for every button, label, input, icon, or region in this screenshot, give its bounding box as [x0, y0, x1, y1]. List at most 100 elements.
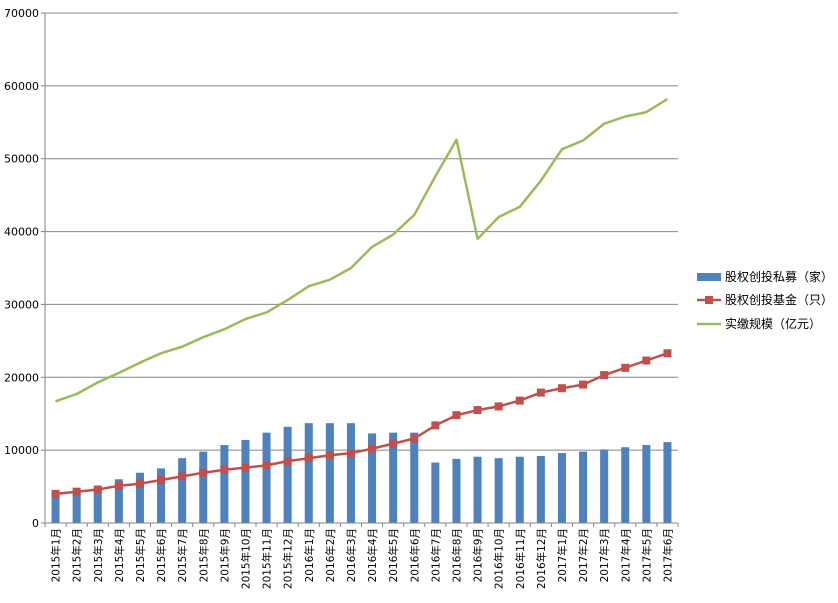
- bar: [515, 456, 524, 523]
- bar: [494, 458, 503, 523]
- line-marker: [368, 444, 377, 453]
- line-marker: [93, 485, 102, 494]
- x-tick-label: 2016年12月: [535, 528, 548, 589]
- x-tick-label: 2016年2月: [324, 528, 337, 582]
- x-tick-label: 2016年1月: [303, 528, 316, 582]
- x-tick-label: 2015年4月: [113, 528, 126, 582]
- bar: [346, 423, 355, 523]
- bar: [600, 449, 609, 523]
- legend-label: 实缴规模（亿元）: [725, 316, 821, 331]
- line-marker: [600, 371, 609, 380]
- bar: [557, 453, 566, 523]
- x-tick-label: 2017年2月: [577, 528, 590, 582]
- legend-marker: [705, 296, 713, 304]
- bar-series: [51, 423, 672, 523]
- x-tick-label: 2015年1月: [50, 528, 63, 582]
- line-marker: [51, 489, 60, 498]
- x-tick-label: 2017年5月: [640, 528, 653, 582]
- bar: [135, 472, 144, 523]
- y-tick-label: 0: [32, 517, 39, 530]
- line-marker: [114, 481, 123, 490]
- gridlines: [45, 12, 678, 451]
- bar: [262, 432, 271, 523]
- line-marker: [262, 461, 271, 470]
- line-marker: [346, 449, 355, 458]
- bar: [536, 455, 545, 523]
- bar: [93, 488, 102, 523]
- line-marker: [241, 463, 250, 472]
- bar: [241, 439, 250, 523]
- bar: [72, 490, 81, 523]
- bar: [642, 445, 651, 523]
- y-tick-label: 30000: [4, 298, 39, 311]
- bar: [304, 423, 313, 523]
- line-marker: [410, 434, 419, 443]
- legend-swatch: [697, 273, 721, 281]
- bar: [452, 458, 461, 523]
- y-tick-label: 60000: [4, 80, 39, 93]
- line-marker: [536, 388, 545, 397]
- line-marker: [452, 411, 461, 420]
- line-marker: [579, 380, 588, 389]
- line-marker: [199, 468, 208, 477]
- bar: [579, 451, 588, 523]
- line-marker: [178, 472, 187, 481]
- line-marker: [431, 421, 440, 430]
- y-tick-label: 20000: [4, 371, 39, 384]
- bar: [220, 445, 229, 523]
- x-tick-label: 2016年5月: [387, 528, 400, 582]
- line-marker: [72, 487, 81, 496]
- x-tick-label: 2016年7月: [429, 528, 442, 582]
- bar: [410, 432, 419, 523]
- x-tick-label: 2015年5月: [134, 528, 147, 582]
- x-tick-label: 2015年10月: [239, 528, 252, 589]
- line-marker: [621, 363, 630, 372]
- bar: [473, 456, 482, 523]
- legend-label: 股权创投私募（家）: [725, 269, 833, 284]
- line-marker: [389, 439, 398, 448]
- x-tick-label: 2017年1月: [556, 528, 569, 582]
- line-marker: [515, 396, 524, 405]
- line-marker: [663, 349, 672, 358]
- y-tick-label: 70000: [4, 7, 39, 20]
- bar: [51, 492, 60, 523]
- y-tick-label: 10000: [4, 444, 39, 457]
- legend: 股权创投私募（家） 股权创投基金（只） 实缴规模（亿元）: [697, 269, 833, 331]
- x-tick-label: 2015年2月: [71, 528, 84, 582]
- y-tick-label: 40000: [4, 226, 39, 239]
- bar: [178, 458, 187, 523]
- x-tick-label: 2017年6月: [661, 528, 674, 582]
- x-tick-label: 2016年4月: [366, 528, 379, 582]
- x-axis-ticks: 2015年1月 2015年2月 2015年3月 2015年4月 2015年5月 2015年…: [44, 523, 679, 589]
- x-tick-label: 2016年8月: [450, 528, 463, 582]
- x-tick-label: 2017年3月: [598, 528, 611, 582]
- bar: [621, 447, 630, 523]
- series-line: [55, 352, 668, 496]
- line-marker: [283, 457, 292, 466]
- x-tick-label: 2015年9月: [218, 528, 231, 582]
- line-marker: [304, 454, 313, 463]
- x-tick-label: 2015年12月: [282, 528, 295, 589]
- bar: [368, 433, 377, 523]
- x-tick-label: 2016年3月: [345, 528, 358, 582]
- x-tick-label: 2015年3月: [92, 528, 105, 582]
- x-tick-label: 2015年6月: [155, 528, 168, 582]
- bar: [325, 423, 334, 523]
- bar: [283, 426, 292, 523]
- series-line: [55, 97, 669, 403]
- x-tick-label: 2016年6月: [408, 528, 421, 582]
- x-tick-label: 2016年10月: [493, 528, 506, 589]
- x-tick-label: 2015年7月: [176, 528, 189, 582]
- bar: [199, 451, 208, 523]
- x-tick-label: 2016年11月: [514, 528, 527, 589]
- bar: [663, 442, 672, 523]
- x-tick-label: 2015年8月: [197, 528, 210, 582]
- bar: [431, 462, 440, 523]
- line-marker: [557, 384, 566, 393]
- line-marker: [157, 476, 166, 485]
- bar: [389, 432, 398, 523]
- line-marker: [135, 479, 144, 488]
- line-series: [51, 97, 672, 498]
- x-tick-label: 2015年11月: [261, 528, 274, 589]
